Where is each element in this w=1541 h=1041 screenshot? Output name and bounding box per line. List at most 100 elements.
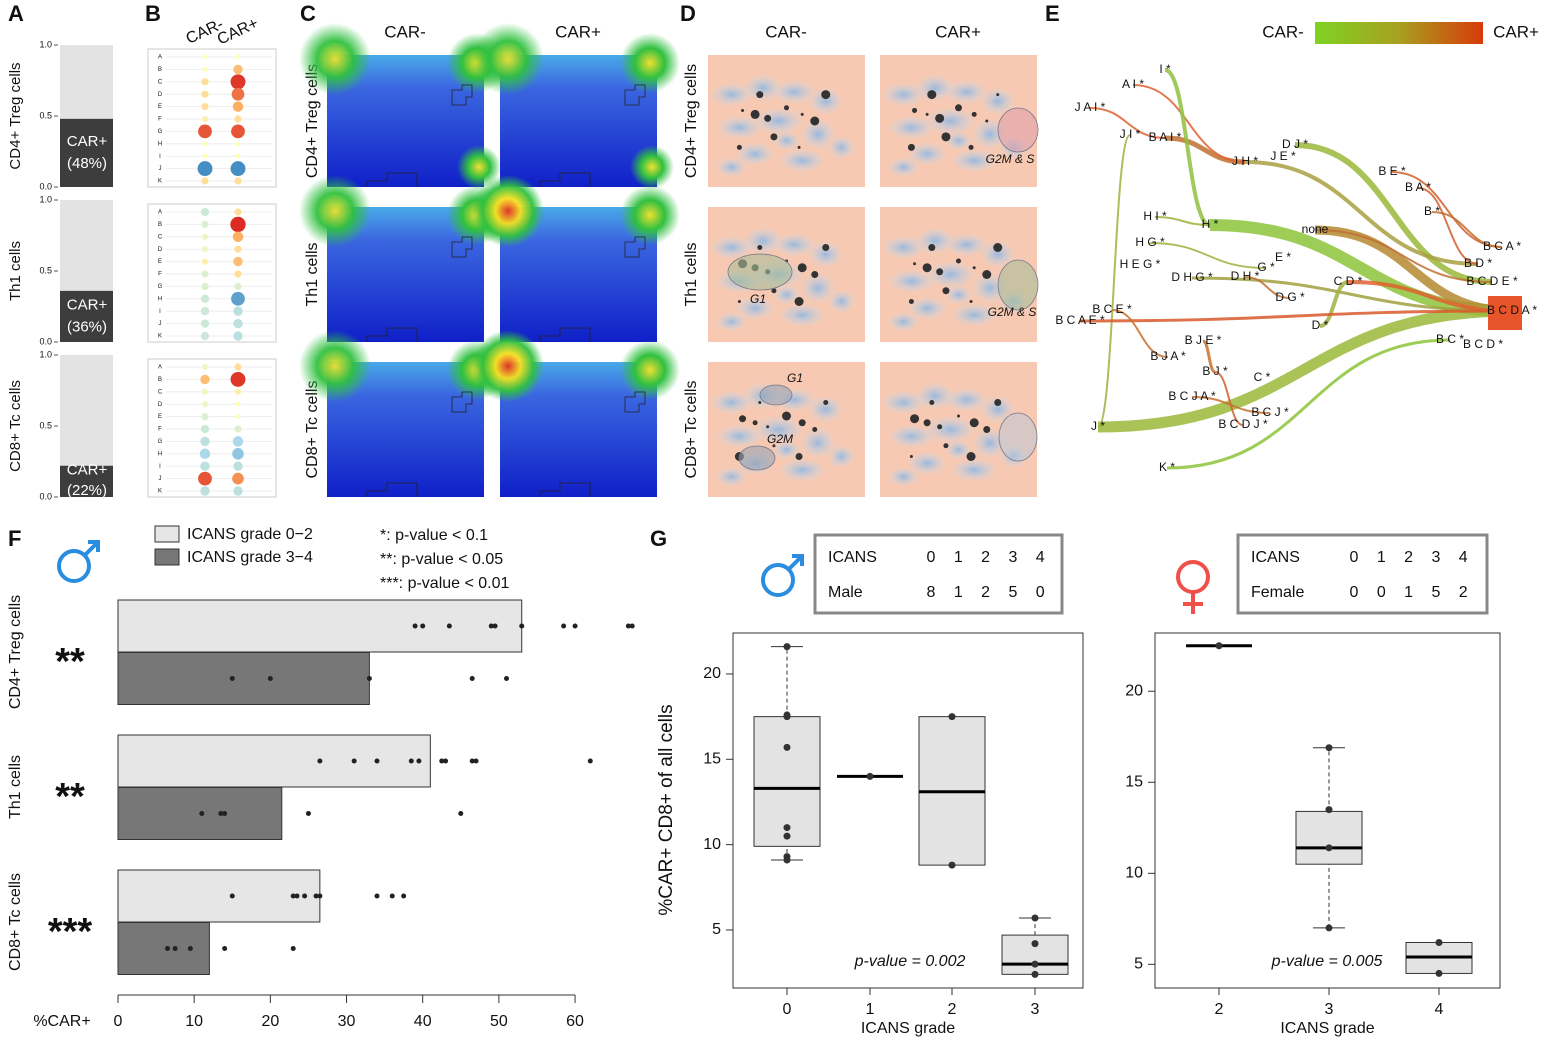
flow-node: H G *: [1135, 235, 1165, 249]
dot: [234, 363, 242, 371]
heat-spot: [620, 33, 680, 93]
x-tick-label: 50: [490, 1013, 508, 1030]
cell-dot: [772, 444, 776, 448]
contour: [539, 391, 646, 497]
cell-dot: [923, 419, 931, 427]
y-axis-label: %CAR+ CD8+ of all cells: [656, 704, 677, 915]
segment-label: CAR+: [67, 133, 108, 150]
table-grade: 0: [1350, 549, 1359, 566]
flow-edge: [1164, 68, 1211, 227]
x-tick-label: 2: [948, 1001, 957, 1018]
dot: [201, 246, 209, 253]
data-point: [948, 713, 956, 721]
row-label: CD8+ Tc cells: [7, 380, 24, 472]
y-tick-label: 0.0: [39, 491, 52, 501]
cell-dot: [750, 109, 760, 119]
cluster-ellipse: [759, 384, 793, 406]
cell-dot: [969, 300, 973, 303]
cell-dot: [993, 243, 1003, 252]
row-label: CD8+ Tc cells: [304, 381, 321, 479]
cluster-ellipse: [727, 253, 793, 291]
table-frame: [1236, 533, 1489, 615]
density-blob: [924, 107, 977, 135]
density-blob: [887, 311, 920, 332]
cell-dot: [821, 90, 831, 100]
data-point: [313, 893, 319, 899]
table-header: ICANS: [1251, 549, 1300, 566]
density-blob: [907, 451, 948, 476]
density-blob: [881, 390, 926, 415]
flow-node: G *: [1257, 260, 1275, 274]
dot: [200, 486, 210, 496]
panel-letter: F: [8, 526, 21, 551]
dot: [231, 87, 245, 101]
column-label: CAR+: [555, 22, 601, 41]
dot: [202, 153, 208, 159]
cell-dot: [800, 112, 804, 116]
cell-dot: [757, 245, 763, 250]
flow-node: B C A E *: [1055, 313, 1105, 327]
cell-dot: [912, 107, 918, 113]
density-blob: [778, 303, 827, 327]
row-letter: E: [158, 414, 162, 420]
dot: [234, 177, 242, 185]
flow-node: B J E *: [1185, 333, 1222, 347]
data-point: [783, 711, 791, 719]
data-point: [625, 623, 631, 629]
density-blob: [827, 444, 856, 469]
bar: [117, 734, 431, 788]
data-point: [783, 853, 791, 861]
dot: [234, 208, 242, 216]
cluster-label: G2M: [767, 432, 793, 446]
plot-frame: [732, 632, 1084, 989]
data-point: [165, 946, 171, 951]
data-point: [492, 623, 498, 629]
dot: [201, 115, 209, 123]
cell-dot: [994, 399, 1002, 406]
box: [1295, 810, 1363, 865]
dot: [200, 436, 210, 447]
density-blob: [827, 135, 856, 160]
row-letter: G: [158, 439, 163, 445]
cell-dot: [782, 411, 791, 421]
legend-label: ICANS grade 0−2: [187, 526, 313, 543]
flow-node: H E G *: [1120, 257, 1161, 271]
density-blob: [950, 458, 999, 482]
x-axis-label: ICANS grade: [861, 1020, 955, 1037]
density-blob: [950, 303, 999, 327]
density-blob: [887, 157, 920, 178]
flow-edge: [1089, 107, 1166, 139]
value-label: (36%): [67, 318, 107, 335]
row-letter: K: [158, 179, 162, 185]
column-label: CAR-: [384, 22, 426, 41]
row-label: CD4+ Treg cells: [7, 595, 24, 709]
cell-dot: [910, 414, 920, 424]
cell-dot: [756, 91, 764, 99]
table-grade: 2: [981, 549, 990, 566]
x-tick-label: 3: [1031, 1001, 1040, 1018]
dot: [201, 413, 209, 421]
row-letter: G: [158, 284, 163, 290]
y-tick-label: 15: [703, 751, 721, 768]
density-blob: [807, 395, 844, 424]
row-letter: C: [158, 79, 163, 85]
row-letter: J: [159, 476, 162, 482]
data-point: [948, 861, 956, 869]
cluster-ellipse: [998, 412, 1038, 462]
row-letter: G: [158, 129, 163, 135]
x-tick-label: 40: [414, 1013, 432, 1030]
y-tick-label: 5: [712, 921, 721, 938]
value-label: (48%): [67, 155, 107, 172]
table-frame: [813, 533, 1064, 615]
flow-node: B A *: [1405, 180, 1431, 194]
p-value: p-value = 0.002: [854, 953, 966, 970]
density-blob: [778, 148, 827, 173]
flow-node: K *: [1159, 460, 1175, 474]
data-point: [1031, 914, 1039, 922]
data-point: [199, 811, 205, 816]
table-count: 0: [1377, 584, 1386, 601]
cluster-label: G1: [750, 292, 766, 306]
bar: [60, 465, 113, 497]
flow-node: B C D J *: [1218, 417, 1268, 431]
row-label: CD8+ Tc cells: [683, 381, 700, 479]
